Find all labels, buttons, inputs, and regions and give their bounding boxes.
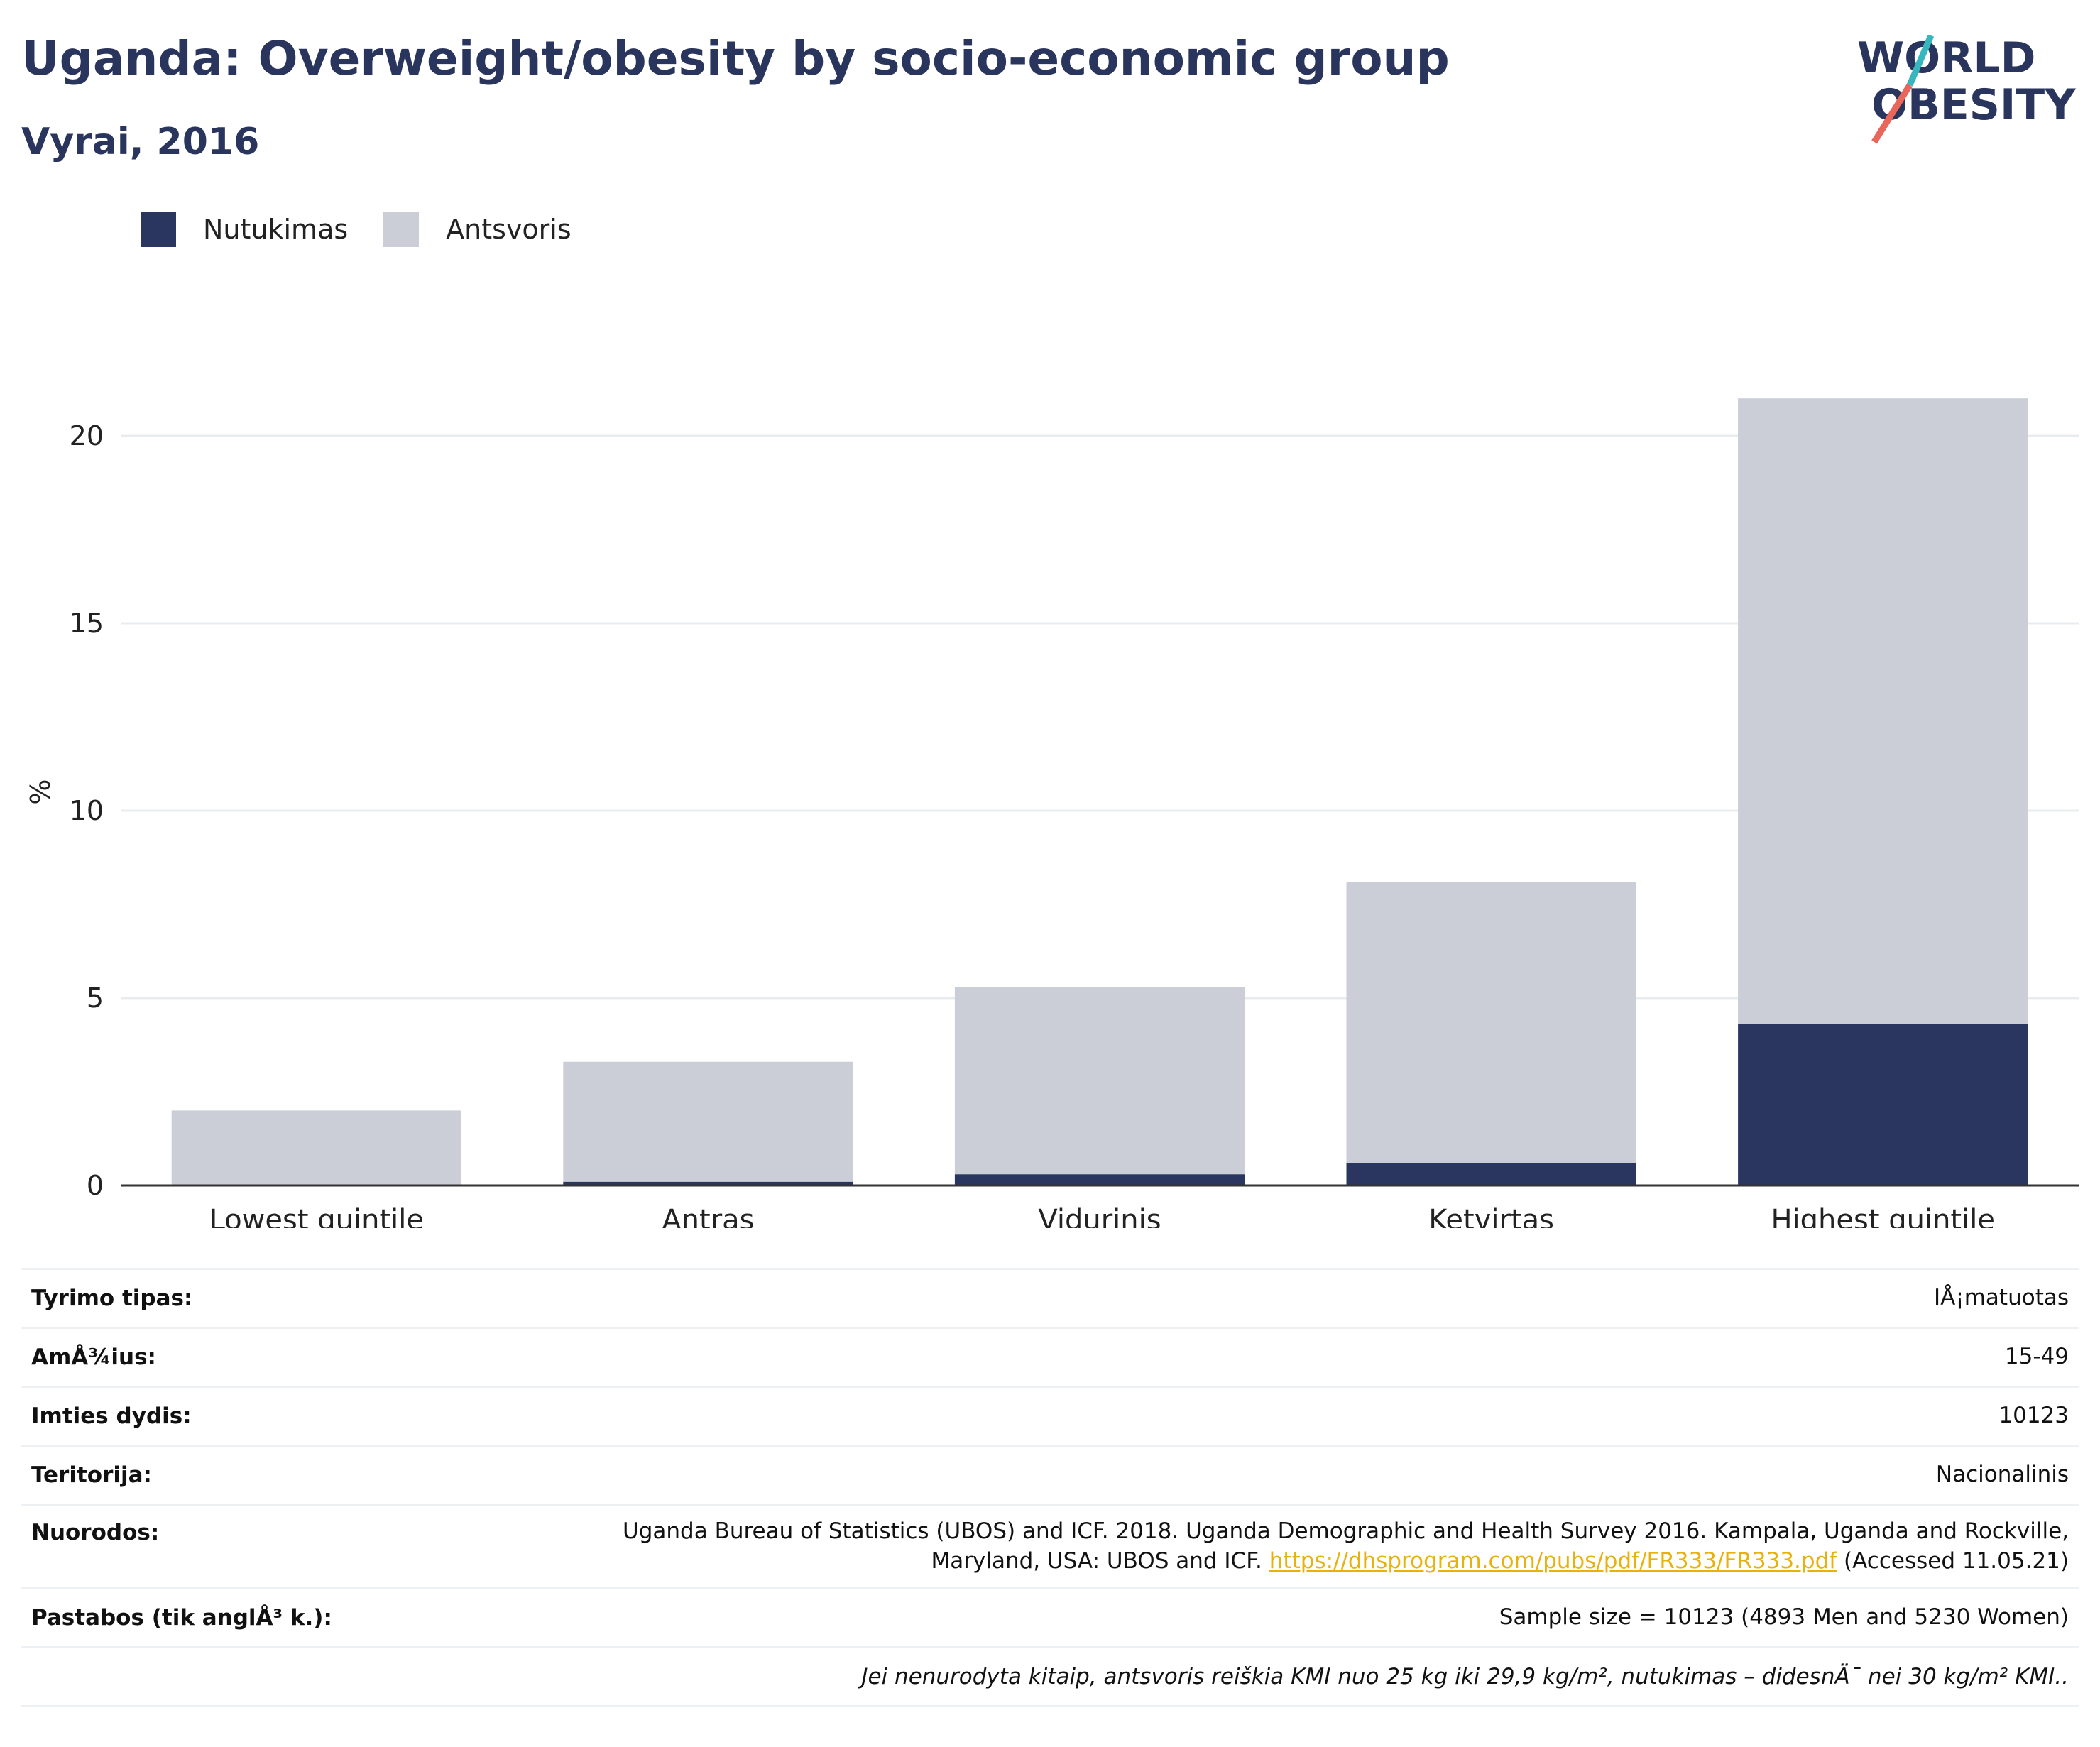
info-row-notes: Pastabos (tik anglÅ³ k.): Sample size = … [21,1589,2079,1648]
legend-swatch-overweight [383,212,420,247]
bar-overweight-0[interactable] [171,1110,461,1185]
sample-label: Imties dydis: [31,1403,192,1429]
chart-subtitle: Vyrai, 2016 [21,121,260,163]
x-tick-label: Vidurinis [1038,1204,1161,1228]
axes: 0 5 10 15 20 Lowest quintile Antras Vidurinis Ke… [70,420,2079,1228]
legend-item-overweight[interactable]: Antsvoris [383,212,572,247]
info-row-references: Nuorodos: Uganda Bureau of Statistics (U… [21,1506,2079,1589]
references-link[interactable]: https://dhsprogram.com/pubs/pdf/FR333/FR… [1269,1548,1837,1574]
footnote-text: Jei nenurodyta kitaip, antsvoris reiškia… [861,1664,2069,1690]
references-source: Maryland, USA: UBOS and ICF. [931,1548,1262,1574]
y-tick-label: 15 [70,608,104,639]
bar-obesity-1[interactable] [563,1181,853,1185]
chart-legend: Nutukimas Antsvoris [141,210,607,248]
bars [171,398,2028,1185]
info-table: Tyrimo tipas: IÅ¡matuotas AmÅ¾ius: 15-49… [21,1268,2079,1707]
notes-label: Pastabos (tik anglÅ³ k.): [31,1605,332,1631]
logo-slash-bottom [1871,83,1913,144]
x-tick-label: Highest quintile [1771,1204,1995,1228]
territory-value: Nacionalinis [1935,1462,2069,1488]
territory-label: Teritorija: [31,1462,152,1488]
bar-chart: 0 5 10 15 20 Lowest quintile Antras Vidurinis Ke… [25,398,2079,1228]
info-row-study-type: Tyrimo tipas: IÅ¡matuotas [21,1270,2079,1329]
logo-line2: OBESITY [1871,80,2077,130]
bar-overweight-4[interactable] [1738,398,2028,1024]
study-type-value: IÅ¡matuotas [1933,1285,2069,1311]
x-tick-label: Lowest quintile [209,1204,424,1228]
references-value: Uganda Bureau of Statistics (UBOS) and I… [623,1517,2069,1577]
references-accessed: (Accessed 11.05.21) [1844,1548,2069,1574]
notes-value: Sample size = 10123 (4893 Men and 5230 W… [1499,1604,2069,1631]
bar-overweight-1[interactable] [563,1061,853,1182]
x-tick-label: Antras [662,1204,754,1228]
age-label: AmÅ¾ius: [31,1345,156,1370]
references-line2: Maryland, USA: UBOS and ICF. https://dhs… [623,1547,2069,1577]
legend-label-overweight: Antsvoris [446,214,572,245]
legend-item-obesity[interactable]: Nutukimas [141,212,348,247]
study-type-label: Tyrimo tipas: [31,1286,193,1311]
chart-title: Uganda: Overweight/obesity by socio-econ… [21,31,1450,86]
y-axis-label: % [25,779,56,805]
info-row-footnote: Jei nenurodyta kitaip, antsvoris reiškia… [21,1648,2079,1707]
bar-overweight-3[interactable] [1346,882,1636,1163]
x-tick-label: Ketvirtas [1428,1204,1554,1228]
info-row-sample: Imties dydis: 10123 [21,1388,2079,1447]
sample-value: 10123 [1998,1403,2069,1429]
legend-label-obesity: Nutukimas [203,214,349,245]
age-value: 15-49 [2004,1344,2069,1370]
world-obesity-logo: WORLD OBESITY [1857,35,2077,144]
logo-slash-top [1906,35,1935,87]
bar-obesity-3[interactable] [1346,1163,1636,1185]
references-label: Nuorodos: [31,1520,160,1545]
y-tick-label: 10 [70,795,104,826]
y-tick-label: 20 [70,420,104,451]
info-row-territory: Teritorija: Nacionalinis [21,1447,2079,1506]
references-line1: Uganda Bureau of Statistics (UBOS) and I… [623,1518,2069,1544]
bar-obesity-4[interactable] [1738,1024,2028,1185]
info-row-age: AmÅ¾ius: 15-49 [21,1329,2079,1388]
bar-overweight-2[interactable] [954,987,1245,1175]
y-tick-label: 5 [87,982,104,1014]
legend-swatch-obesity [141,212,176,247]
y-tick-label: 0 [87,1170,104,1201]
logo-line1: WORLD [1857,35,2035,83]
bar-obesity-2[interactable] [954,1174,1245,1185]
